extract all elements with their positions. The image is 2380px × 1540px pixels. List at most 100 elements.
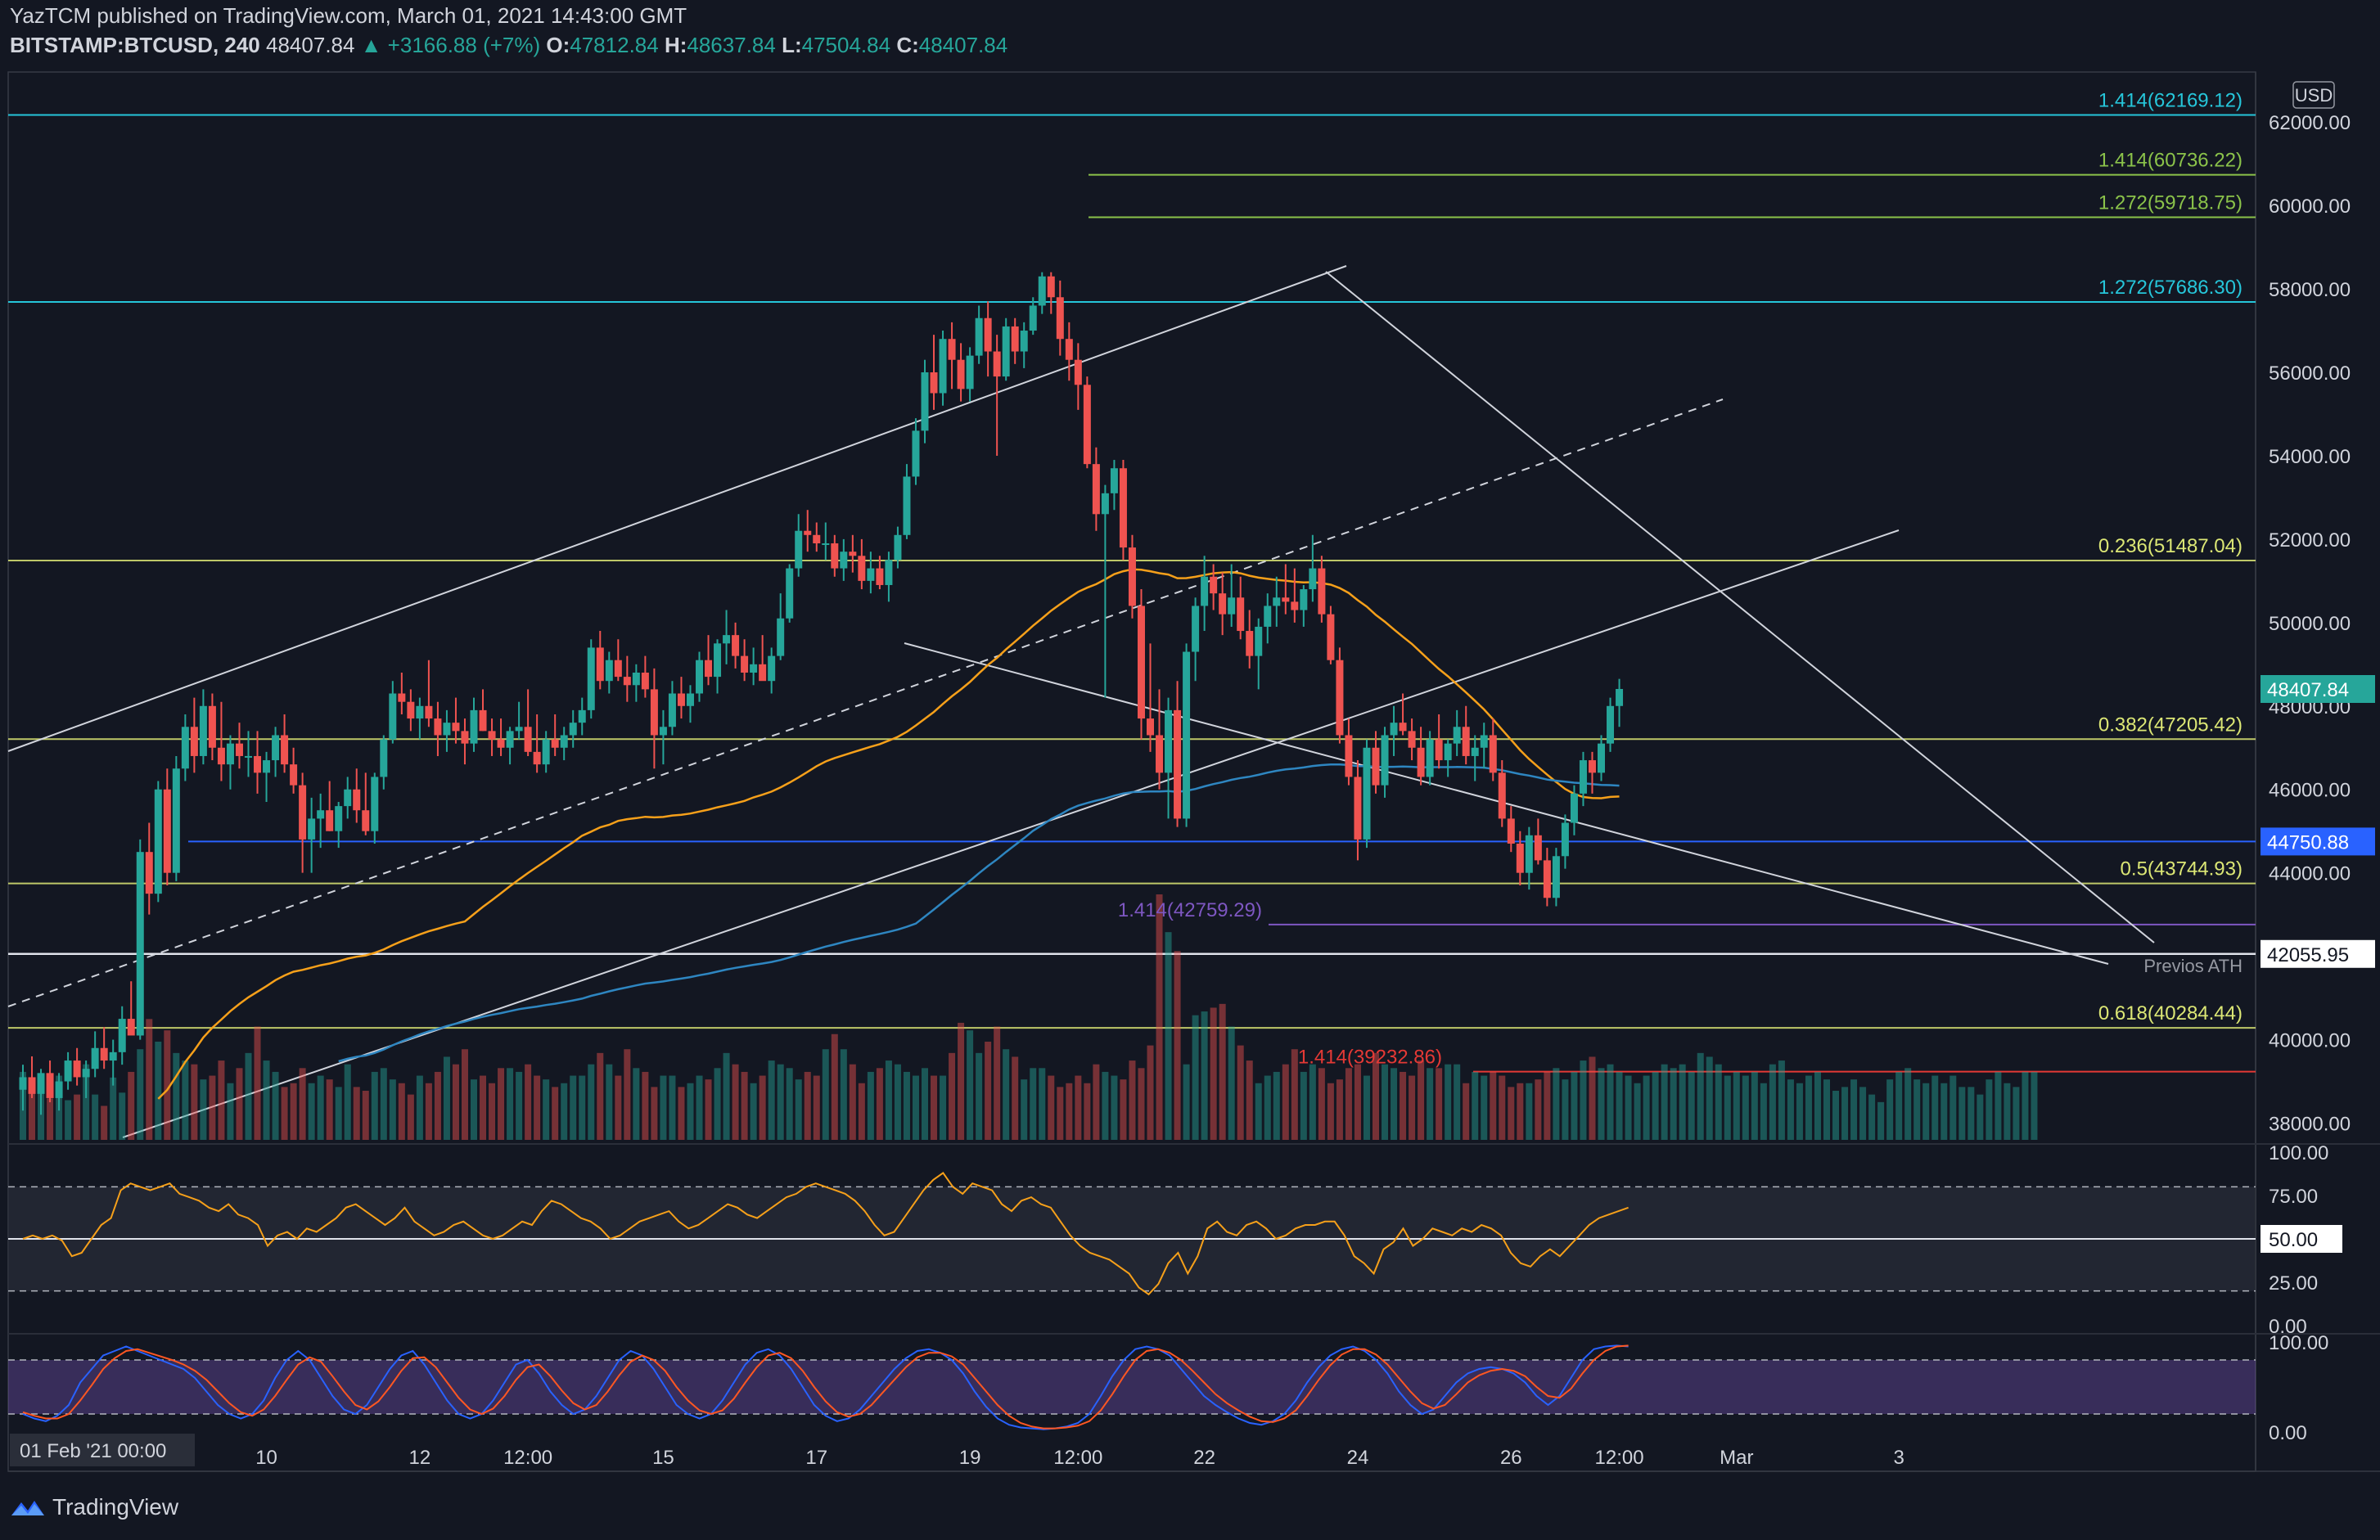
channel-upper-line[interactable] bbox=[7, 265, 1347, 752]
volume-bar bbox=[1778, 1060, 1785, 1140]
channel-lower-line[interactable] bbox=[122, 529, 1900, 1138]
candle-body bbox=[1119, 468, 1127, 548]
candle-body bbox=[1237, 597, 1245, 632]
volume-bar bbox=[1327, 1083, 1334, 1140]
fib-labels-layer: 1.414(62169.12) 1.414(60736.22) 1.272(5971… bbox=[1118, 90, 2243, 1069]
volume-bar bbox=[1526, 1083, 1533, 1140]
volume-bar bbox=[281, 1087, 288, 1140]
volume-bar bbox=[128, 1071, 135, 1140]
fib-level-label: 1.414(60736.22) bbox=[2098, 150, 2243, 172]
support-price-text: 44750.88 bbox=[2267, 831, 2349, 853]
candle-body bbox=[1570, 793, 1578, 823]
volume-bar bbox=[308, 1083, 315, 1140]
tradingview-brand[interactable]: TradingView bbox=[10, 1494, 178, 1520]
volume-bar bbox=[389, 1079, 396, 1140]
volume-bar bbox=[1084, 1083, 1091, 1140]
volume-bar bbox=[561, 1083, 568, 1140]
volume-bar bbox=[480, 1075, 487, 1140]
volume-bar bbox=[768, 1060, 775, 1140]
fib-level-label: 0.236(51487.04) bbox=[2098, 535, 2243, 557]
volume-bar bbox=[1562, 1079, 1569, 1140]
volume-bar bbox=[1904, 1068, 1912, 1140]
volume-bar bbox=[218, 1060, 225, 1140]
volume-bar bbox=[1490, 1071, 1497, 1140]
candle-body bbox=[443, 723, 451, 736]
tradingview-logo-icon bbox=[11, 1501, 44, 1515]
volume-bar bbox=[83, 1064, 90, 1140]
candle-body bbox=[813, 534, 821, 543]
candle-body bbox=[804, 530, 812, 535]
volume-bar bbox=[1093, 1064, 1100, 1140]
price-tick-label: 62000.00 bbox=[2269, 112, 2351, 134]
volume-bar bbox=[1345, 1068, 1352, 1140]
close-value: 48407.84 bbox=[918, 33, 1008, 57]
volume-bar bbox=[290, 1083, 297, 1140]
price-tick-label: 60000.00 bbox=[2269, 196, 2351, 218]
volume-bar bbox=[804, 1071, 811, 1140]
volume-bar bbox=[552, 1087, 559, 1140]
volume-bar bbox=[507, 1068, 514, 1140]
candle-body bbox=[732, 635, 740, 656]
candle-body bbox=[73, 1060, 81, 1078]
volume-bar bbox=[777, 1064, 784, 1140]
candle-body bbox=[1372, 747, 1380, 786]
volume-bar bbox=[985, 1042, 992, 1140]
symbol-name[interactable]: BITSTAMP:BTCUSD, 240 bbox=[10, 33, 260, 57]
volume-bar bbox=[1751, 1071, 1758, 1140]
time-axis-label: 22 bbox=[1193, 1447, 1215, 1469]
price-tick-label: 58000.00 bbox=[2269, 279, 2351, 301]
rsi-tick-label: 75.00 bbox=[2269, 1186, 2318, 1208]
volume-bar bbox=[1436, 1068, 1443, 1140]
time-axis-label: 12:00 bbox=[503, 1447, 552, 1469]
candle-body bbox=[542, 739, 550, 765]
volume-bar bbox=[876, 1068, 883, 1140]
volume-bar bbox=[236, 1068, 243, 1140]
volume-bar bbox=[813, 1075, 820, 1140]
stoch-rsi-pane[interactable]: 100.00 0.00 bbox=[8, 1332, 2328, 1444]
volume-bar bbox=[443, 1056, 450, 1140]
candle-body bbox=[1543, 860, 1551, 898]
publisher-line: YazTCM published on TradingView.com, Mar… bbox=[10, 3, 687, 28]
time-axis-label: 24 bbox=[1347, 1447, 1369, 1469]
volume-bar bbox=[1931, 1075, 1939, 1140]
time-axis[interactable]: 01 Feb '21 00:00 10 12 12:00 15 17 19 12:00 22 24… bbox=[10, 1434, 1904, 1469]
volume-bar bbox=[931, 1075, 938, 1140]
volume-bar bbox=[1192, 1015, 1199, 1140]
volume-bar bbox=[1237, 1045, 1244, 1140]
volume-bar bbox=[110, 1077, 117, 1140]
candle-body bbox=[19, 1077, 27, 1090]
candle-body bbox=[1092, 464, 1100, 515]
volume-bar bbox=[1003, 1049, 1010, 1140]
volume-bar bbox=[2013, 1087, 2020, 1140]
price-axis[interactable]: 62000.00 60000.00 58000.00 56000.00 54000.00… bbox=[2261, 81, 2375, 1136]
currency-box bbox=[2292, 81, 2335, 109]
support-price-tag bbox=[2261, 827, 2375, 856]
volume-bar bbox=[1796, 1083, 1803, 1140]
volume-bar bbox=[579, 1075, 586, 1140]
volume-bar bbox=[1318, 1068, 1325, 1140]
volume-bar bbox=[1418, 1060, 1425, 1140]
volume-bar bbox=[1409, 1075, 1416, 1140]
time-axis-label: Mar bbox=[1720, 1447, 1753, 1469]
candle-body bbox=[353, 789, 361, 811]
candle-body bbox=[759, 664, 767, 682]
volume-bar bbox=[155, 1042, 162, 1140]
volume-bar bbox=[912, 1075, 919, 1140]
descending-resistance-line[interactable] bbox=[1325, 271, 2155, 943]
candle-body bbox=[1453, 727, 1461, 744]
candle-body bbox=[1489, 735, 1497, 773]
volume-bar bbox=[182, 1060, 189, 1140]
volume-bar bbox=[1309, 1064, 1316, 1140]
rsi-tick-label: 100.00 bbox=[2269, 1142, 2328, 1164]
rsi-tick-label: 25.00 bbox=[2269, 1272, 2318, 1295]
rsi-pane[interactable]: 100.00 75.00 25.00 0.00 50.00 bbox=[8, 1142, 2342, 1338]
candle-body bbox=[795, 530, 803, 569]
volume-bar bbox=[1138, 1068, 1145, 1140]
volume-bar bbox=[1282, 1064, 1289, 1140]
volume-bar bbox=[227, 1083, 234, 1140]
volume-bar bbox=[1427, 1068, 1434, 1140]
candle-body bbox=[1525, 835, 1533, 873]
stoch-band bbox=[8, 1360, 2256, 1414]
candle-body bbox=[308, 818, 316, 840]
